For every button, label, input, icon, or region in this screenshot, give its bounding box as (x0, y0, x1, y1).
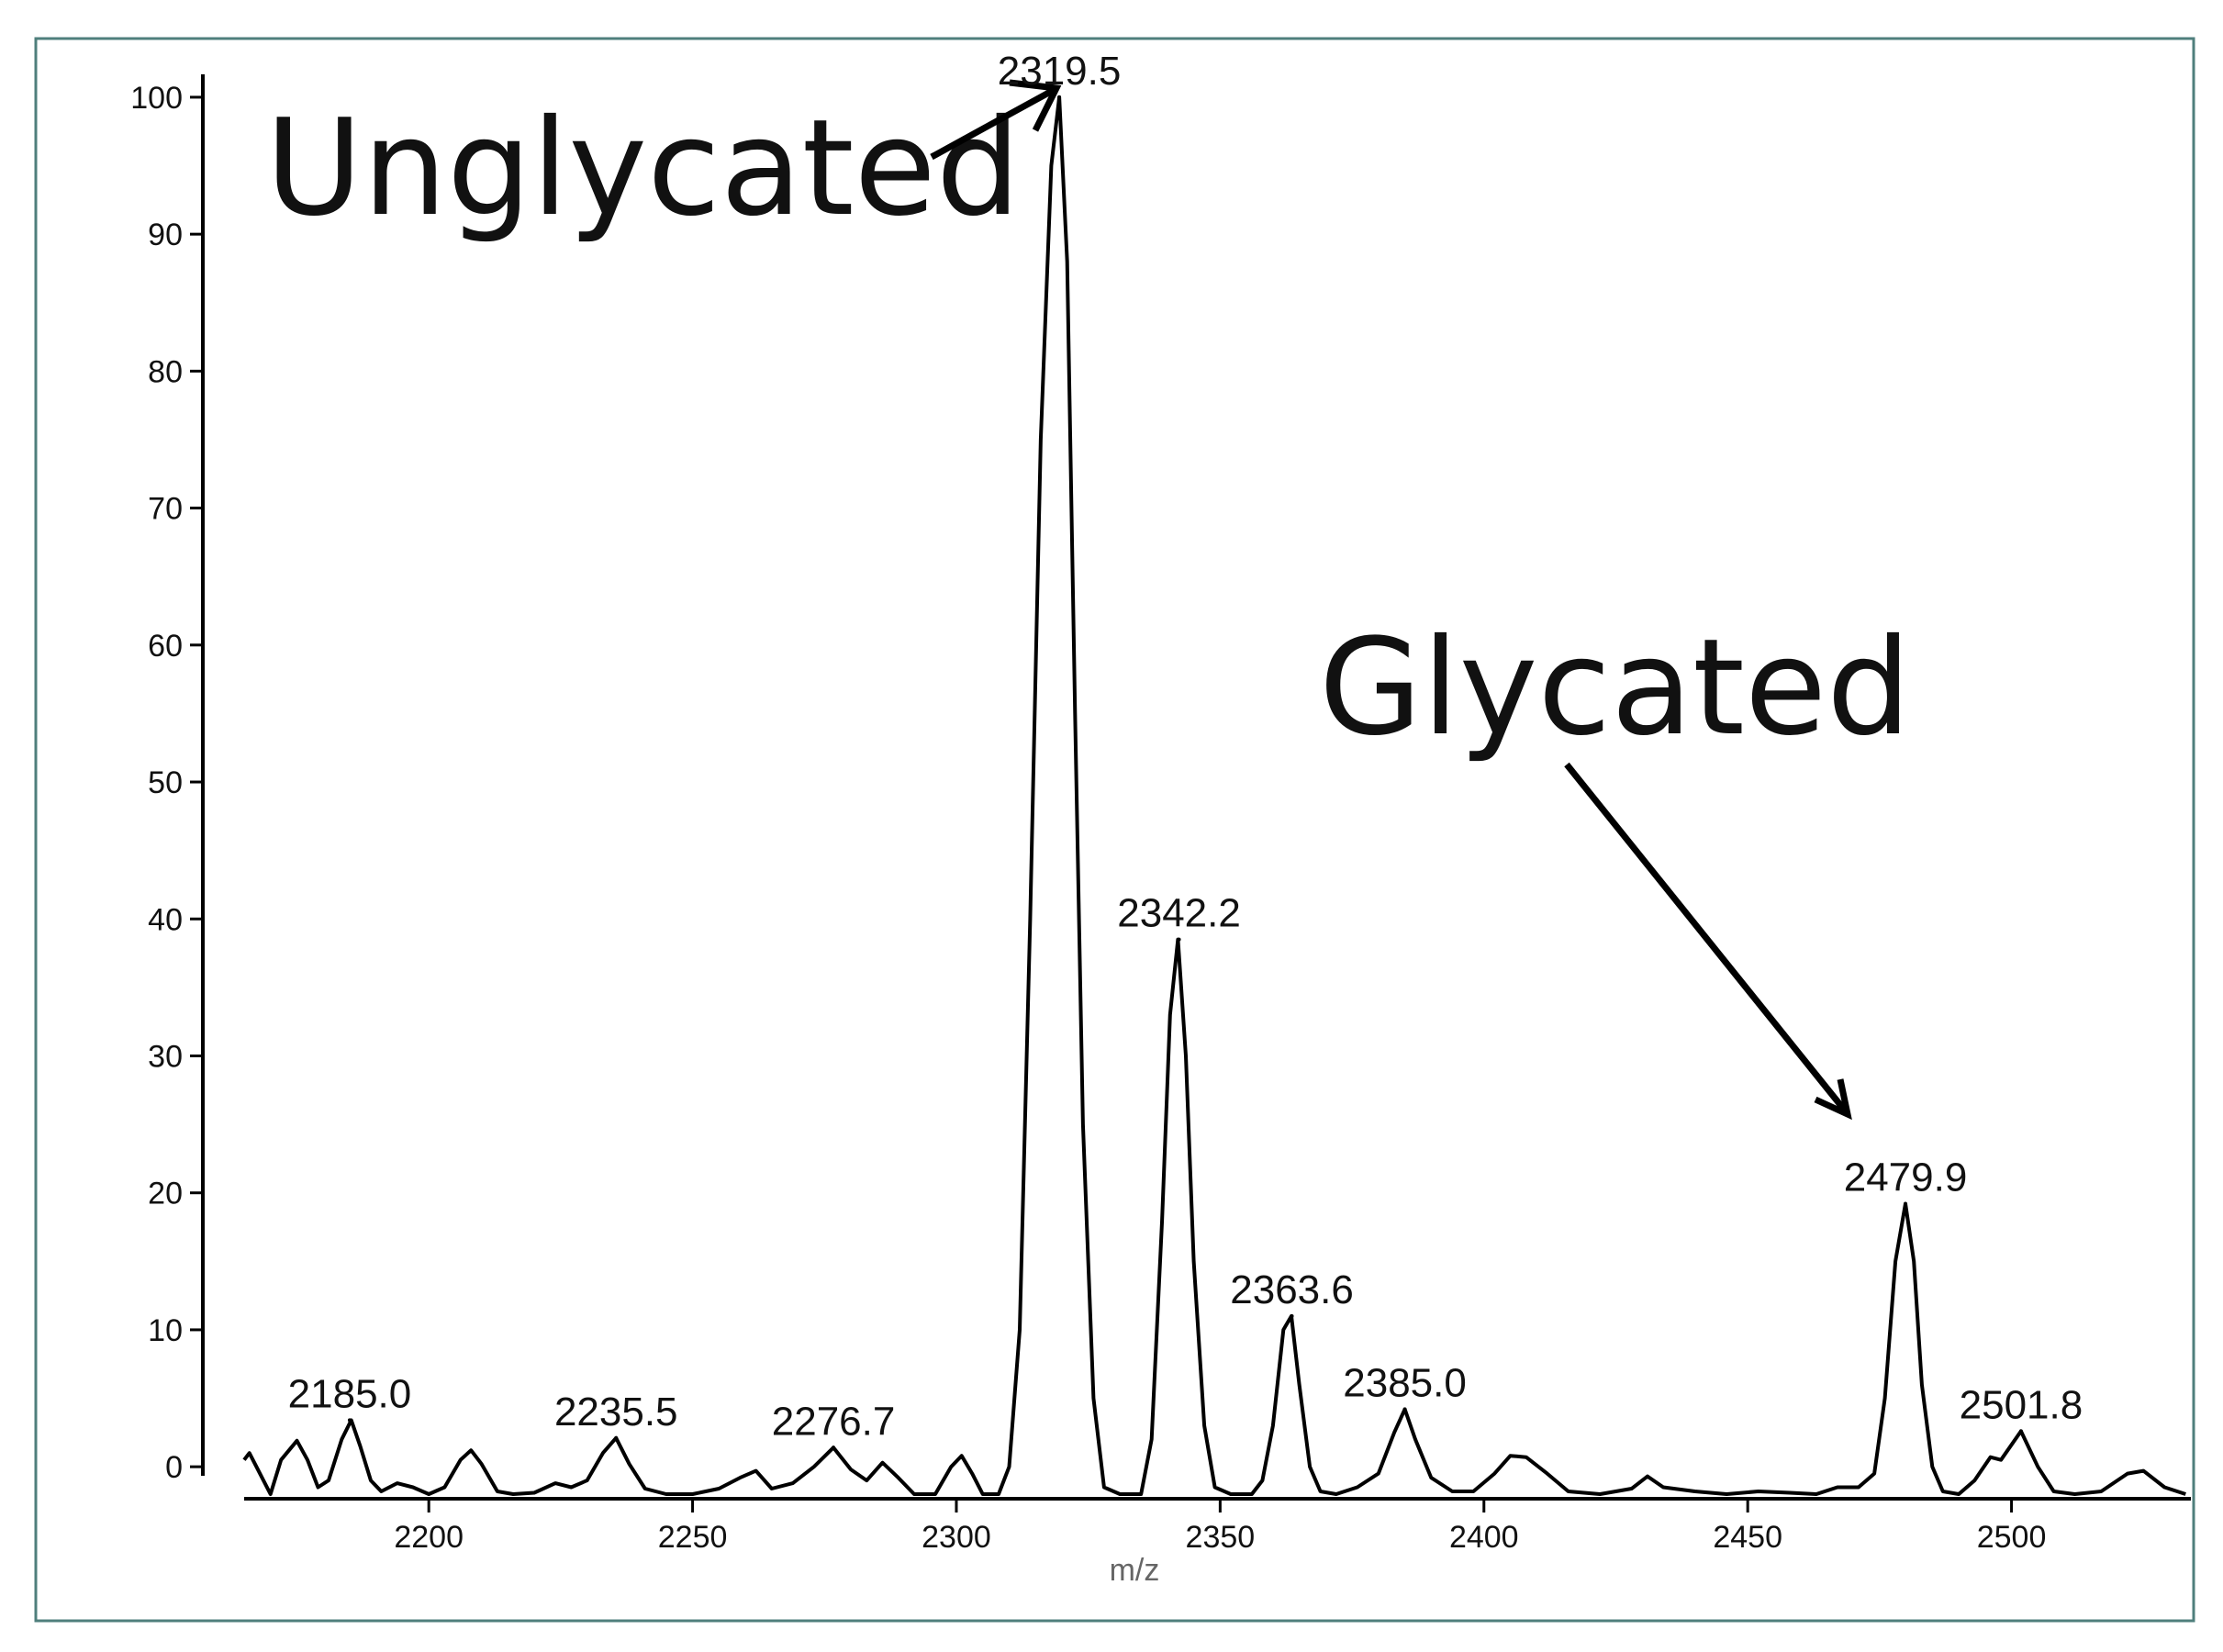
peak-label: 2363.6 (1230, 1267, 1354, 1312)
peak-point (1057, 95, 1062, 99)
y-tick-label: 70 (148, 492, 183, 527)
peak-point (347, 1418, 352, 1423)
annotation: Glycated (1319, 610, 1911, 765)
y-tick-label: 30 (148, 1039, 183, 1074)
y-tick-label: 0 (165, 1450, 183, 1485)
y-tick-label: 40 (148, 902, 183, 937)
peak-point (614, 1435, 619, 1440)
peak-label: 2342.2 (1117, 891, 1241, 936)
y-tick-label: 100 (130, 81, 183, 116)
arrows (930, 79, 1852, 1121)
y-tick-label: 50 (148, 765, 183, 800)
peak-point (1402, 1407, 1407, 1412)
x-tick-label: 2250 (658, 1520, 728, 1555)
y-tick-label: 90 (148, 218, 183, 252)
x-tick-label: 2400 (1449, 1520, 1519, 1555)
y-tick-label: 10 (148, 1313, 183, 1348)
peak-label: 2501.8 (1960, 1382, 2083, 1427)
y-tick-label: 80 (148, 354, 183, 389)
y-tick-label: 20 (148, 1177, 183, 1211)
peak-point (1904, 1201, 1908, 1206)
arrow (930, 86, 1056, 161)
peak-point (1177, 937, 1181, 942)
arrow-head (1814, 1078, 1852, 1121)
x-tick-label: 2350 (1186, 1520, 1256, 1555)
x-tick-label: 2200 (394, 1520, 464, 1555)
peak-label: 2385.0 (1343, 1360, 1467, 1405)
x-tick-label: 2300 (922, 1520, 991, 1555)
y-tick-label: 60 (148, 629, 183, 664)
frame (34, 37, 2195, 1623)
peak-point (2018, 1429, 2023, 1434)
annotation: Unglycated (265, 91, 1021, 246)
peak-label: 2185.0 (288, 1371, 412, 1416)
peak-point (832, 1446, 836, 1450)
spectrum-line (242, 95, 2186, 1496)
peak-label: 2479.9 (1844, 1155, 1968, 1200)
x-tick-label: 2500 (1977, 1520, 2047, 1555)
peak-point (1290, 1314, 1294, 1319)
x-tick-label: 2450 (1713, 1520, 1782, 1555)
arrow-head (1009, 79, 1062, 132)
x-axis-label: m/z (1110, 1553, 1160, 1588)
peak-label: 2235.5 (554, 1390, 678, 1434)
peak-label: 2276.7 (772, 1399, 896, 1444)
arrow (1564, 762, 1848, 1113)
peak-label: 2319.5 (998, 49, 1122, 94)
